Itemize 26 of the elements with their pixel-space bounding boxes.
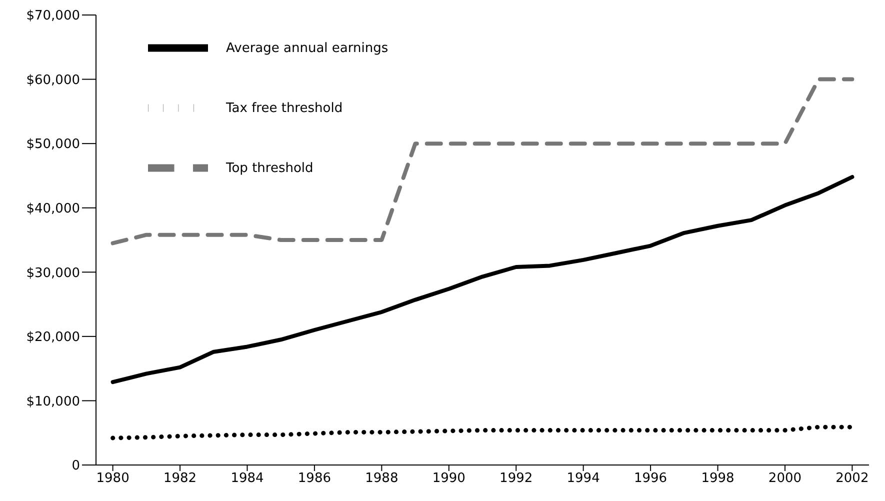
line-series bbox=[110, 77, 854, 246]
y-tick-label: $30,000 bbox=[26, 266, 80, 281]
x-tick-label: 1986 bbox=[298, 471, 332, 486]
y-tick-label: $20,000 bbox=[26, 330, 80, 346]
line-series bbox=[110, 424, 854, 440]
y-tick-label: $60,000 bbox=[26, 72, 80, 88]
x-tick-label: 1990 bbox=[432, 471, 466, 486]
x-tick-label: 1982 bbox=[163, 471, 197, 486]
legend-label: Average annual earnings bbox=[226, 40, 388, 56]
x-tick-label: 1996 bbox=[634, 471, 668, 486]
legend-label: Tax free threshold bbox=[226, 100, 343, 116]
y-tick-label: $70,000 bbox=[26, 8, 80, 24]
y-tick-label: $40,000 bbox=[26, 201, 80, 216]
x-tick-label: 1988 bbox=[365, 471, 398, 486]
x-tick-label: 1984 bbox=[230, 471, 264, 486]
y-tick-label: 0 bbox=[72, 458, 80, 474]
x-tick-label: 1980 bbox=[96, 471, 130, 486]
x-tick-label: 2000 bbox=[768, 471, 802, 486]
line-series bbox=[110, 175, 854, 384]
x-tick-label: 1994 bbox=[566, 471, 600, 486]
x-tick-label: 2002 bbox=[836, 471, 869, 486]
x-tick-label: 1992 bbox=[500, 471, 533, 486]
y-tick-label: $10,000 bbox=[26, 394, 80, 410]
y-tick-label: $50,000 bbox=[26, 137, 80, 152]
x-tick-label: 1998 bbox=[701, 471, 734, 486]
legend-label: Top threshold bbox=[226, 160, 314, 176]
